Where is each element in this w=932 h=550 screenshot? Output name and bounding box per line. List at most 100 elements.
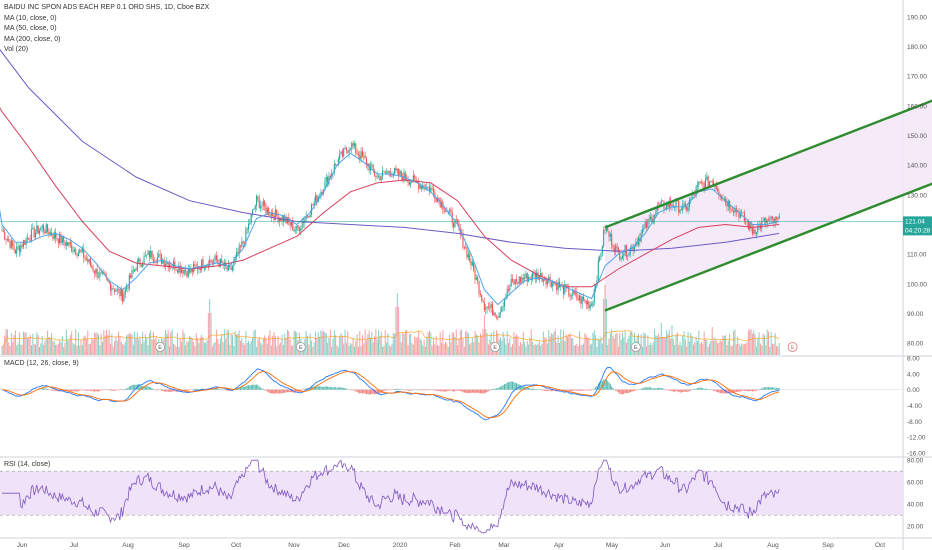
- candle-body: [587, 301, 589, 305]
- volume-bar: [203, 342, 205, 355]
- candle-body: [741, 212, 743, 214]
- volume-bar: [280, 342, 282, 355]
- volume-bar: [244, 345, 246, 355]
- macd-histogram-bar: [463, 389, 465, 393]
- volume-bar: [718, 342, 720, 355]
- candle-body: [600, 253, 602, 257]
- volume-bar: [97, 334, 99, 355]
- macd-histogram-bar: [512, 381, 514, 390]
- candle-body: [477, 277, 479, 282]
- indicator-ma10[interactable]: MA (10, close, 0): [4, 14, 57, 22]
- macd-histogram-bar: [516, 383, 518, 390]
- macd-histogram-bar: [707, 389, 709, 390]
- candle-body: [8, 239, 10, 241]
- macd-histogram-bar: [44, 388, 46, 390]
- volume-bar: [777, 346, 779, 355]
- volume-bar: [205, 342, 207, 355]
- earnings-marker[interactable]: E: [295, 342, 306, 352]
- candle-body: [4, 231, 6, 240]
- earnings-marker[interactable]: E: [155, 342, 166, 352]
- volume-bar: [470, 342, 472, 355]
- macd-histogram-bar: [240, 386, 242, 390]
- candle-body: [411, 181, 413, 183]
- volume-bar: [122, 344, 124, 355]
- macd-pane-label[interactable]: MACD (12, 26, close, 9): [4, 360, 79, 367]
- rsi-line: [2, 459, 780, 534]
- volume-bar: [402, 332, 404, 355]
- macd-histogram-bar: [191, 389, 193, 391]
- macd-histogram-bar: [546, 389, 548, 392]
- macd-histogram-bar: [758, 389, 760, 390]
- candle-body: [252, 209, 254, 215]
- volume-bar: [361, 334, 363, 355]
- macd-histogram-bar: [294, 389, 296, 393]
- macd-histogram-bar: [445, 389, 447, 392]
- ma50-line: [0, 107, 780, 288]
- volume-bar: [571, 338, 572, 355]
- macd-histogram-bar: [601, 380, 603, 390]
- volume-bar: [741, 343, 743, 355]
- volume-bar: [258, 337, 260, 355]
- volume-bar: [469, 344, 471, 355]
- macd-histogram-bar: [647, 387, 649, 390]
- indicator-ma50[interactable]: MA (50, close, 0): [4, 25, 57, 32]
- macd-histogram-bar: [485, 389, 487, 393]
- macd-histogram-bar: [215, 388, 217, 390]
- earnings-marker-label: E: [791, 345, 795, 351]
- macd-histogram-bar: [745, 389, 747, 392]
- candle-body: [686, 206, 688, 211]
- candle-body: [18, 246, 20, 252]
- candle-body: [580, 295, 582, 304]
- volume-bar: [611, 329, 613, 355]
- macd-axis-label: -8.00: [907, 419, 922, 426]
- macd-histogram-bar: [262, 388, 264, 390]
- candle-body: [250, 214, 252, 223]
- volume-bar: [250, 341, 252, 355]
- macd-histogram-bar: [767, 387, 769, 390]
- macd-histogram-bar: [462, 389, 464, 393]
- macd-histogram-bar: [426, 389, 428, 391]
- volume-bar: [660, 323, 662, 355]
- volume-bar: [150, 330, 152, 355]
- indicator-ma200[interactable]: MA (200, close, 0): [4, 35, 61, 43]
- earnings-marker[interactable]: E: [630, 342, 641, 352]
- macd-histogram-bar: [553, 389, 555, 392]
- volume-bar: [526, 340, 528, 355]
- volume-bar: [419, 338, 421, 355]
- macd-histogram-bar: [353, 389, 355, 391]
- macd-histogram-bar: [639, 389, 641, 390]
- candle-body: [699, 181, 701, 183]
- volume-bar: [268, 335, 270, 355]
- macd-histogram-bar: [743, 389, 745, 391]
- candle-body: [773, 218, 775, 223]
- macd-histogram-bar: [636, 389, 638, 391]
- volume-bar: [6, 329, 8, 355]
- candle-body: [454, 219, 456, 228]
- volume-bar: [621, 332, 623, 355]
- macd-histogram-bar: [309, 387, 311, 390]
- earnings-marker[interactable]: E: [787, 342, 798, 352]
- indicator-volume[interactable]: Vol (20): [4, 46, 29, 53]
- candle-body: [49, 232, 51, 236]
- macd-histogram-bar: [114, 389, 116, 391]
- macd-histogram-bar: [396, 388, 398, 390]
- macd-histogram-bar: [589, 389, 591, 391]
- macd-histogram-bar: [632, 389, 634, 392]
- candle-body: [415, 178, 417, 181]
- macd-histogram-bar: [315, 385, 317, 390]
- earnings-marker[interactable]: E: [490, 342, 501, 352]
- volume-bar: [642, 346, 644, 355]
- volume-bar: [57, 343, 59, 355]
- macd-histogram-bar: [112, 389, 114, 391]
- macd-histogram-bar: [678, 389, 680, 393]
- candle-body: [182, 269, 184, 274]
- volume-bar: [561, 338, 563, 355]
- rsi-pane-label[interactable]: RSI (14, close): [4, 461, 51, 468]
- candle-body: [667, 202, 669, 208]
- macd-histogram-bar: [510, 381, 512, 390]
- macd-histogram-bar: [737, 389, 739, 392]
- candle-body: [147, 250, 149, 255]
- volume-bar: [690, 333, 692, 355]
- candle-body: [42, 225, 45, 231]
